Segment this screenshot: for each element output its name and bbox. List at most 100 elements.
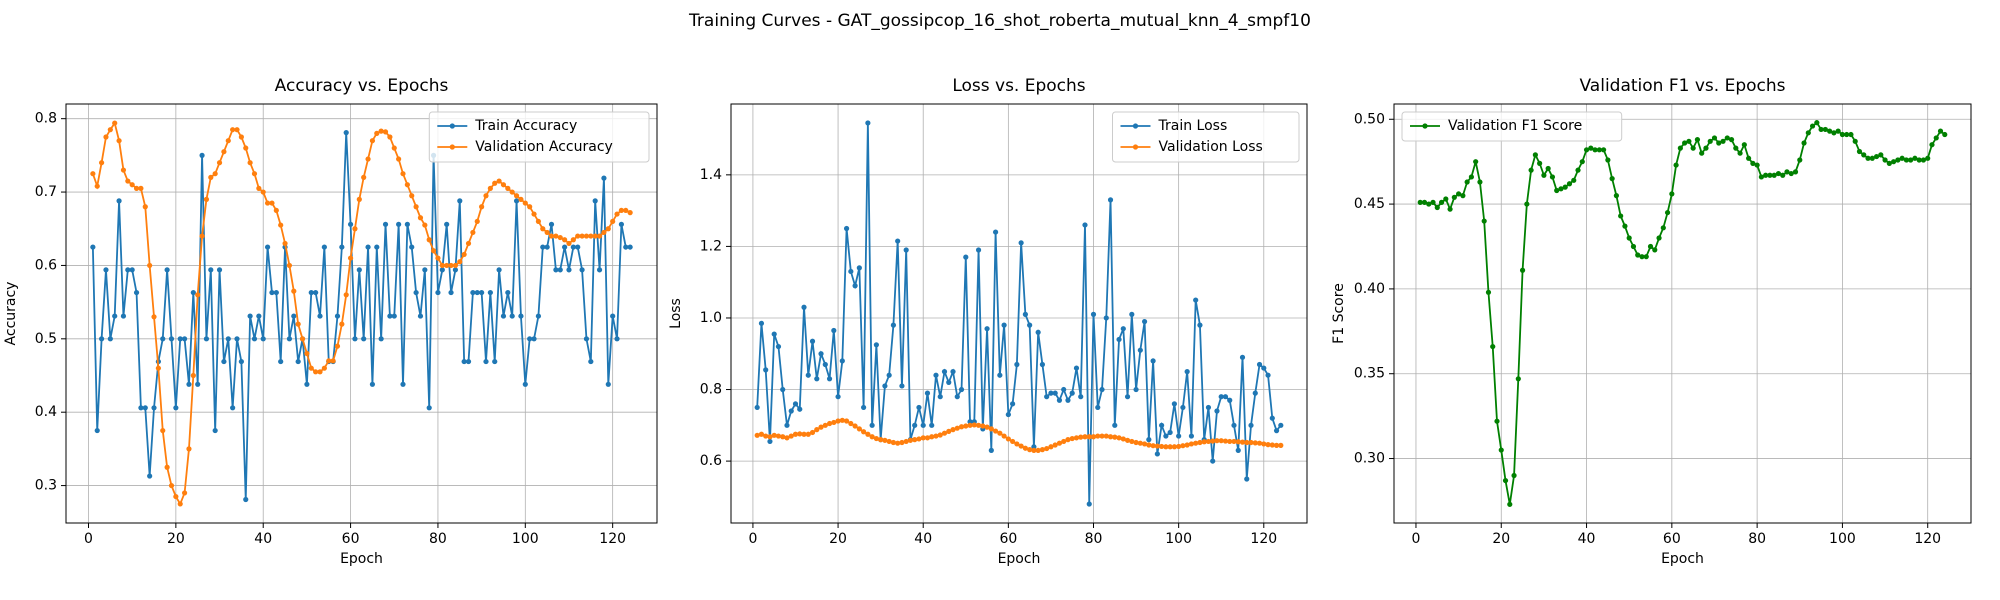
- y-tick-label: 1.2: [700, 238, 722, 254]
- point: [767, 434, 773, 440]
- point: [404, 182, 410, 188]
- point: [492, 180, 498, 186]
- point: [465, 358, 472, 365]
- point: [304, 381, 310, 387]
- point: [826, 420, 833, 427]
- point: [1022, 445, 1028, 451]
- point: [596, 233, 603, 239]
- point: [958, 424, 965, 430]
- point: [238, 134, 244, 140]
- point: [1154, 451, 1160, 457]
- point: [754, 404, 760, 411]
- point: [1261, 441, 1267, 447]
- point: [1048, 390, 1054, 396]
- point: [1095, 404, 1101, 411]
- point: [369, 138, 376, 144]
- point: [1167, 429, 1173, 436]
- point: [1686, 138, 1692, 144]
- point: [1031, 447, 1037, 453]
- point: [94, 183, 100, 189]
- point: [1856, 148, 1863, 155]
- point: [1933, 135, 1939, 141]
- point: [852, 423, 858, 429]
- point: [330, 358, 336, 364]
- point: [835, 394, 841, 400]
- point: [954, 425, 960, 431]
- point: [1146, 442, 1152, 448]
- subplot: Validation F1 vs. Epochs Epoch F1 Score 0 20…: [1331, 76, 1972, 567]
- point: [1061, 438, 1067, 445]
- point: [1754, 162, 1760, 168]
- x-tick-label: 120: [1250, 531, 1277, 547]
- point: [422, 222, 428, 228]
- point: [1107, 434, 1114, 440]
- point: [1171, 401, 1177, 407]
- point: [1014, 441, 1020, 447]
- point: [308, 365, 314, 371]
- point: [278, 358, 284, 365]
- point: [992, 229, 999, 235]
- point: [90, 171, 96, 177]
- x-tick-label: 40: [1578, 531, 1596, 547]
- point: [522, 200, 528, 206]
- point: [313, 289, 319, 296]
- point: [129, 267, 135, 273]
- point: [1188, 441, 1195, 447]
- y-tick-label: 0.35: [1354, 366, 1385, 382]
- point: [903, 247, 909, 253]
- point: [1039, 447, 1046, 453]
- point: [1630, 243, 1637, 250]
- y-tick-label: 0.6: [35, 257, 57, 273]
- point: [1082, 222, 1088, 228]
- point: [509, 313, 515, 319]
- point: [474, 218, 480, 225]
- point: [531, 211, 537, 217]
- point: [1210, 438, 1216, 444]
- point: [610, 313, 616, 319]
- point: [391, 145, 397, 151]
- point: [763, 367, 769, 373]
- point: [818, 424, 824, 430]
- point: [125, 178, 131, 184]
- point: [797, 431, 803, 437]
- point: [147, 473, 153, 479]
- point: [975, 422, 982, 428]
- point: [1214, 408, 1220, 414]
- point: [1797, 157, 1803, 163]
- point: [142, 204, 148, 210]
- point: [1035, 329, 1041, 335]
- point: [374, 130, 380, 136]
- point: [890, 439, 897, 446]
- point: [1014, 361, 1020, 368]
- point: [1235, 447, 1241, 453]
- point: [439, 267, 445, 273]
- point: [518, 313, 524, 319]
- point: [1218, 438, 1224, 444]
- point: [1643, 254, 1649, 260]
- point: [548, 233, 555, 239]
- point: [527, 336, 533, 342]
- point: [1839, 131, 1846, 138]
- point: [317, 369, 323, 375]
- point: [273, 289, 279, 296]
- point: [1112, 434, 1118, 440]
- x-tick-label: 0: [748, 531, 757, 547]
- point: [1090, 434, 1097, 440]
- point: [1163, 444, 1169, 450]
- point: [839, 417, 845, 423]
- point: [216, 160, 223, 166]
- y-axis-label: Accuracy: [3, 282, 19, 346]
- point: [784, 422, 790, 428]
- point: [1801, 140, 1807, 146]
- point: [151, 314, 157, 320]
- point: [618, 207, 625, 214]
- point: [435, 289, 441, 296]
- x-tick-label: 0: [84, 531, 93, 547]
- point: [895, 238, 901, 244]
- y-tick-label: 0.50: [1354, 111, 1385, 127]
- point: [1664, 209, 1671, 216]
- point: [1005, 411, 1011, 418]
- point: [1048, 444, 1054, 450]
- point: [1180, 404, 1186, 411]
- point: [886, 438, 892, 445]
